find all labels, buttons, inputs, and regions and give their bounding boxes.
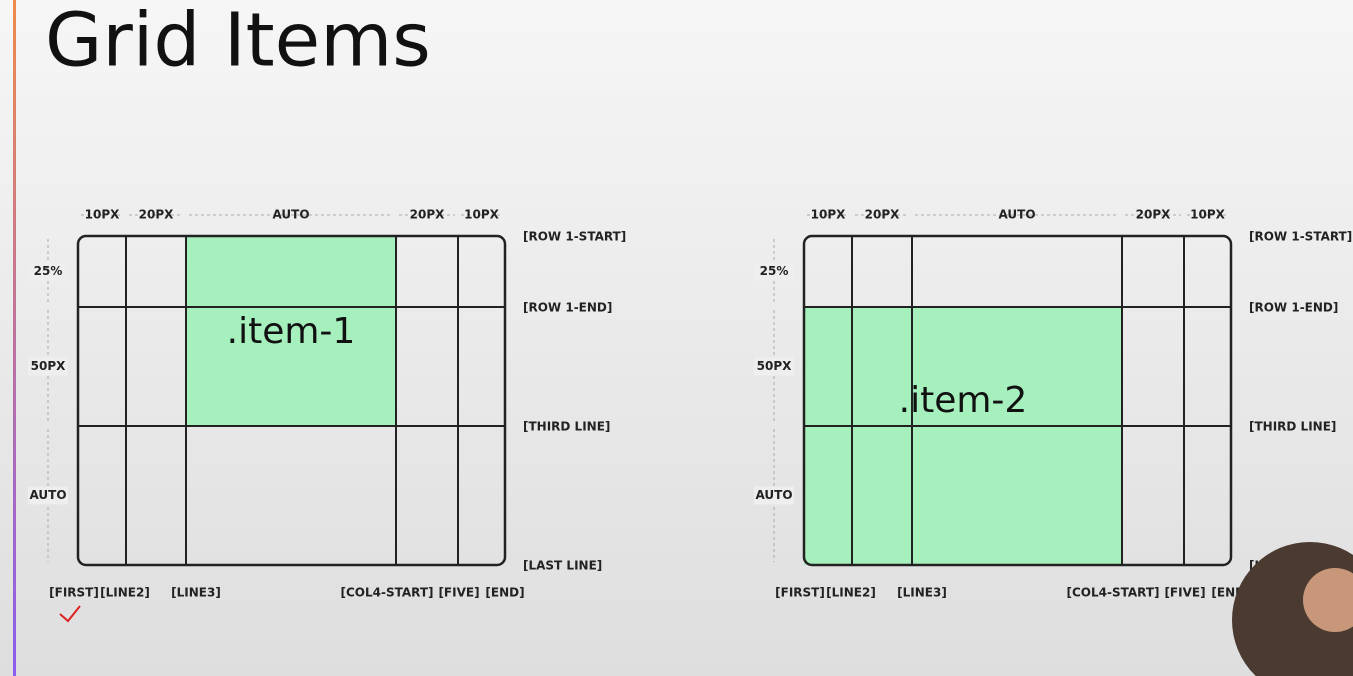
- label-bg: [754, 357, 794, 376]
- column-line-name: [FIVE]: [1164, 586, 1205, 600]
- label-bg: [754, 486, 794, 505]
- column-line-name: [FIRST]: [775, 586, 825, 600]
- label-bg: [28, 262, 68, 281]
- row-line-name: [THIRD LINE]: [523, 420, 610, 434]
- column-line-name: [LINE2]: [826, 586, 876, 600]
- label-bg: [28, 486, 68, 505]
- grid-diagram: 10PX 20PX AUTO 20PX 10PX 25% 50PX AUTO [ROW 1-ST…: [754, 208, 1352, 600]
- row-line-name: [ROW 1-END]: [1249, 301, 1338, 315]
- column-size-label: AUTO: [998, 208, 1035, 222]
- column-size-label: 10PX: [85, 208, 120, 222]
- row-line-name: [ROW 1-START]: [523, 230, 626, 244]
- column-line-name: [COL4-START]: [1066, 586, 1159, 600]
- grid-outline: [76, 234, 507, 567]
- row-size-label: 25%: [760, 264, 789, 278]
- row-size-label: 50PX: [757, 359, 792, 373]
- column-size-label: 20PX: [865, 208, 900, 222]
- row-size-label: AUTO: [29, 488, 66, 502]
- column-line-name: [END]: [485, 586, 524, 600]
- item-label: .item-2: [899, 380, 1028, 421]
- column-line-name: [LINE2]: [100, 586, 150, 600]
- row-size-label: 50PX: [31, 359, 66, 373]
- column-size-label: 10PX: [464, 208, 499, 222]
- column-size-label: 20PX: [1136, 208, 1171, 222]
- column-size-label: 20PX: [139, 208, 174, 222]
- label-bg: [754, 262, 794, 281]
- item-label: .item-1: [227, 311, 356, 352]
- webcam: [1232, 542, 1353, 676]
- row-line-name: [LAST LINE]: [523, 559, 602, 573]
- grid-item-area: [804, 307, 1122, 565]
- column-line-name: [FIVE]: [438, 586, 479, 600]
- column-line-name: [FIRST]: [49, 586, 99, 600]
- row-line-name: [THIRD LINE]: [1249, 420, 1336, 434]
- grid-outline: [802, 234, 1233, 567]
- row-size-label: 25%: [34, 264, 63, 278]
- diagrams: 10PX 20PX AUTO 20PX 10PX 25% 50PX AUTO [ROW 1-ST…: [28, 208, 1352, 600]
- column-line-name: [LINE3]: [171, 586, 221, 600]
- column-line-name: [COL4-START]: [340, 586, 433, 600]
- row-size-label: AUTO: [755, 488, 792, 502]
- label-bg: [28, 357, 68, 376]
- webcam-face: [1303, 568, 1353, 632]
- slide-title: Grid Items: [45, 0, 431, 84]
- row-line-name: [ROW 1-END]: [523, 301, 612, 315]
- row-line-name: [ROW 1-START]: [1249, 230, 1352, 244]
- grid-diagram: 10PX 20PX AUTO 20PX 10PX 25% 50PX AUTO [ROW 1-ST…: [28, 208, 626, 600]
- column-size-label: 20PX: [410, 208, 445, 222]
- column-size-label: 10PX: [811, 208, 846, 222]
- grid-item-area: [186, 236, 396, 426]
- check-mark: [59, 605, 81, 623]
- column-size-label: AUTO: [272, 208, 309, 222]
- side-accent: [13, 0, 16, 676]
- column-size-label: 10PX: [1190, 208, 1225, 222]
- column-line-name: [LINE3]: [897, 586, 947, 600]
